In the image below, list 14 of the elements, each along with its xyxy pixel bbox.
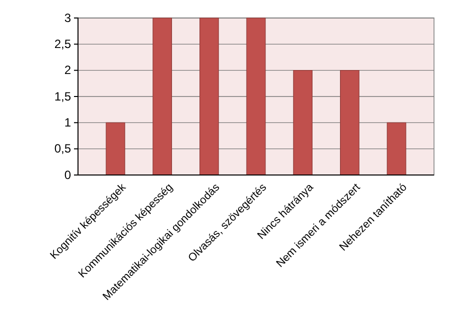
y-tick-label: 1: [64, 116, 72, 130]
bar: [246, 18, 266, 176]
bar: [106, 122, 126, 176]
bar: [152, 18, 172, 176]
y-tick-label: 0: [64, 168, 72, 182]
bar: [386, 122, 406, 176]
y-tick-label: 2: [64, 63, 72, 78]
y-tick-label: 1,5: [54, 89, 72, 104]
bar: [340, 70, 360, 176]
bar: [199, 18, 219, 176]
y-tick-label: 2,5: [54, 37, 72, 52]
y-tick-label: 0,5: [54, 142, 72, 156]
bar: [293, 70, 313, 176]
y-tick-label: 3: [64, 10, 72, 25]
